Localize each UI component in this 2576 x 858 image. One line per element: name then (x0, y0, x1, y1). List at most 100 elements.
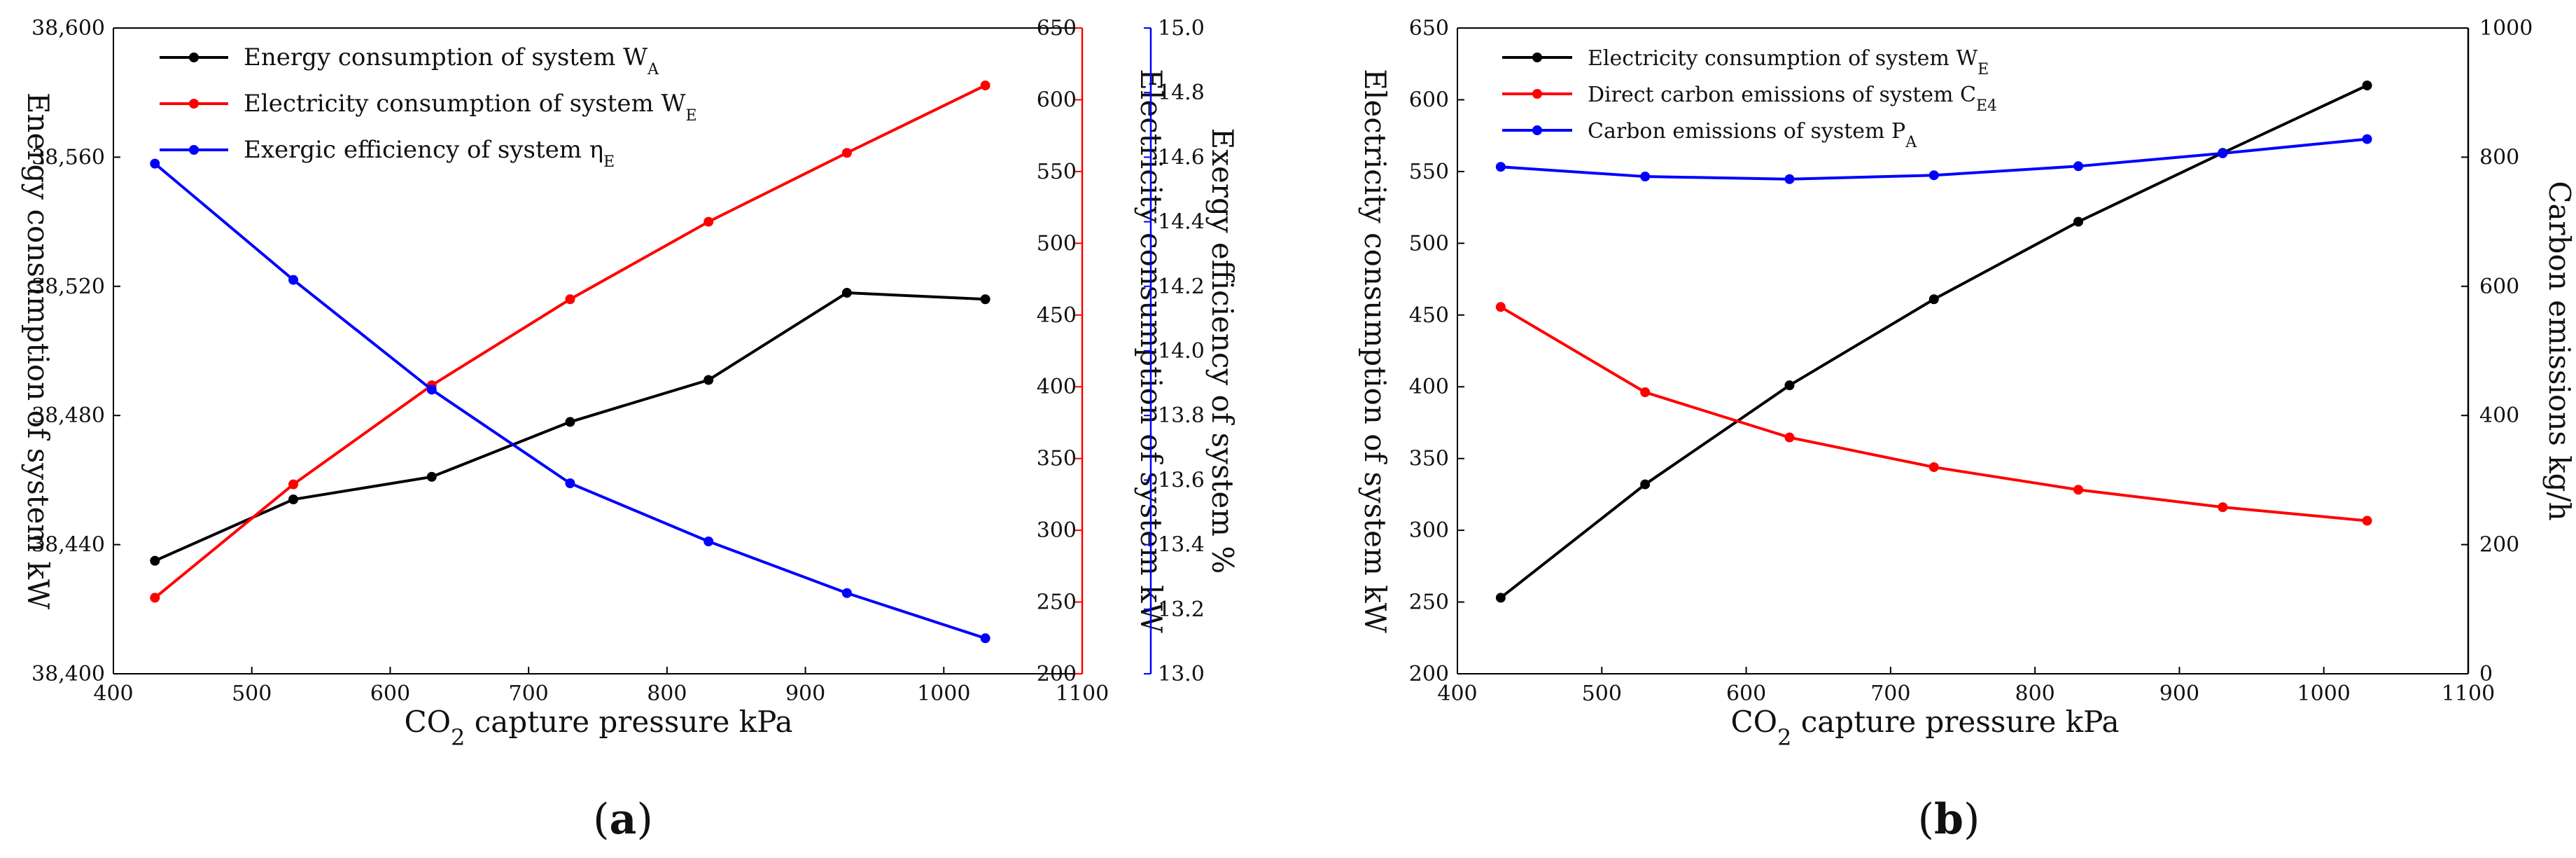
right-y-tick-label-right2: 13.6 (1158, 468, 1205, 492)
x-tick-label: 400 (1437, 681, 1477, 706)
left-y-tick-label: 38,440 (31, 533, 105, 558)
right-y-tick-label-right1: 550 (1037, 160, 1077, 184)
series-line-0 (1499, 84, 2368, 599)
right-y-axis-title-right2: Exergy efficiency of system % (1205, 128, 1240, 574)
right-y-tick-label-right2: 13.0 (1158, 662, 1205, 686)
legend-entry-subscript: E (1977, 61, 1989, 78)
panel-label: (a) (593, 795, 653, 844)
left-y-tick-label: 200 (1409, 662, 1449, 686)
right-y-tick-label-right: 400 (2479, 403, 2519, 428)
data-point-series-2 (1928, 170, 1939, 181)
left-y-tick-label: 550 (1409, 160, 1449, 184)
x-tick-label: 800 (2015, 681, 2055, 706)
left-y-axis-title: Energy consumption of system kW (21, 92, 55, 610)
legend-marker-2 (1532, 125, 1542, 135)
right-y-tick-label-right1: 400 (1037, 375, 1077, 399)
panel-label: (b) (1918, 795, 1980, 844)
legend: Energy consumption of system WA Electrici… (160, 43, 697, 171)
legend-entry-2: Carbon emissions of system PA (1588, 119, 1917, 151)
panel-label-letter: b (1934, 795, 1963, 844)
x-tick-label: 600 (370, 681, 410, 706)
x-tick-label: 500 (1582, 681, 1622, 706)
legend-marker-1 (189, 99, 199, 109)
data-point-series-1 (288, 479, 299, 490)
right-y-tick-label-right1: 600 (1037, 88, 1077, 112)
left-y-tick-label: 500 (1409, 231, 1449, 256)
right-y-tick-label-right2: 15.0 (1158, 16, 1205, 41)
data-point-series-0 (565, 417, 575, 427)
legend-entry-text: Carbon emissions of system P (1588, 119, 1905, 144)
data-point-series-1 (1495, 302, 1506, 312)
right-y-tick-label-right2: 13.8 (1158, 403, 1205, 428)
data-point-series-0 (1928, 294, 1939, 305)
data-point-series-0 (841, 288, 852, 298)
x-tick-label: 900 (2160, 681, 2199, 706)
panel-label-open: ( (593, 795, 609, 844)
data-point-series-0 (1495, 593, 1506, 603)
x-tick-label: 900 (785, 681, 825, 706)
data-point-series-2 (426, 385, 437, 395)
data-point-series-1 (2362, 516, 2372, 526)
legend-entry-text: Exergic efficiency of system η (244, 136, 603, 164)
right-y-tick-label-right: 600 (2479, 275, 2519, 299)
x-axis-title: CO2 capture pressure kPa (404, 705, 792, 751)
data-point-series-2 (1784, 174, 1795, 184)
legend-entry-subscript: E (685, 107, 696, 125)
right-y-tick-label-right2: 14.8 (1158, 81, 1205, 105)
x-tick-label: 600 (1726, 681, 1766, 706)
left-y-tick-label: 38,480 (31, 403, 105, 428)
left-y-tick-label: 450 (1409, 303, 1449, 328)
left-y-tick-label: 38,520 (31, 275, 105, 299)
right-y-tick-label-right: 800 (2479, 145, 2519, 169)
panel-label-letter: a (610, 795, 637, 844)
legend-marker-1 (1532, 89, 1542, 99)
x-axis-title-subscript: 2 (451, 724, 465, 751)
legend-entry-subscript: E (603, 153, 615, 171)
legend-entry-text: Electricity consumption of system W (244, 90, 686, 118)
x-tick-label: 700 (1870, 681, 1910, 706)
x-tick-label: 1000 (917, 681, 970, 706)
legend-entry-text: Electricity consumption of system W (1588, 46, 1977, 71)
panel-label-close: ) (636, 795, 652, 844)
series-line-1 (1499, 305, 2367, 523)
data-point-series-2 (980, 633, 990, 644)
x-axis-title-prefix: CO (404, 705, 451, 739)
left-y-tick-label: 250 (1409, 590, 1449, 615)
right-y-tick-label-right1: 450 (1037, 303, 1077, 328)
data-point-series-2 (2218, 148, 2228, 158)
legend-entry-1: Direct carbon emissions of system CE4 (1588, 83, 1997, 115)
left-y-tick-label: 38,400 (31, 662, 105, 686)
legend: Electricity consumption of system WE Dire… (1502, 46, 1997, 151)
data-point-series-1 (1640, 387, 1651, 398)
right-y-tick-label-right1: 350 (1037, 447, 1077, 471)
right-y-tick-label-right: 0 (2479, 662, 2493, 686)
legend-entry-0: Energy consumption of system WA (244, 43, 659, 78)
legend-entry-1: Electricity consumption of system WE (244, 90, 697, 125)
data-point-series-0 (1640, 479, 1651, 490)
data-point-series-1 (565, 294, 575, 305)
x-tick-label: 500 (232, 681, 272, 706)
data-point-series-2 (288, 275, 299, 285)
x-tick-label: 700 (509, 681, 549, 706)
data-point-series-1 (2218, 502, 2228, 513)
x-axis-title-suffix: capture pressure kPa (1791, 705, 2119, 739)
data-point-series-0 (426, 471, 437, 482)
data-point-series-1 (1784, 432, 1795, 443)
left-y-tick-label: 400 (1409, 375, 1449, 399)
x-tick-label: 1100 (2442, 681, 2495, 706)
data-point-series-0 (704, 375, 714, 385)
data-point-series-2 (1640, 172, 1651, 182)
right-y-tick-label-right1: 250 (1037, 590, 1077, 615)
left-y-tick-label: 38,560 (31, 145, 105, 169)
data-point-series-2 (2073, 161, 2084, 172)
x-axis-title: CO2 capture pressure kPa (1730, 705, 2119, 751)
legend-marker-0 (1532, 53, 1542, 62)
right-y-tick-label-right2: 14.4 (1158, 210, 1205, 235)
legend-entry-2: Exergic efficiency of system ηE (244, 136, 615, 171)
legend-marker-0 (189, 53, 199, 62)
right-y-tick-label-right: 1000 (2479, 16, 2533, 41)
data-point-series-0 (1784, 380, 1795, 391)
data-point-series-1 (980, 80, 990, 90)
right-y-tick-label-right2: 13.4 (1158, 533, 1205, 558)
